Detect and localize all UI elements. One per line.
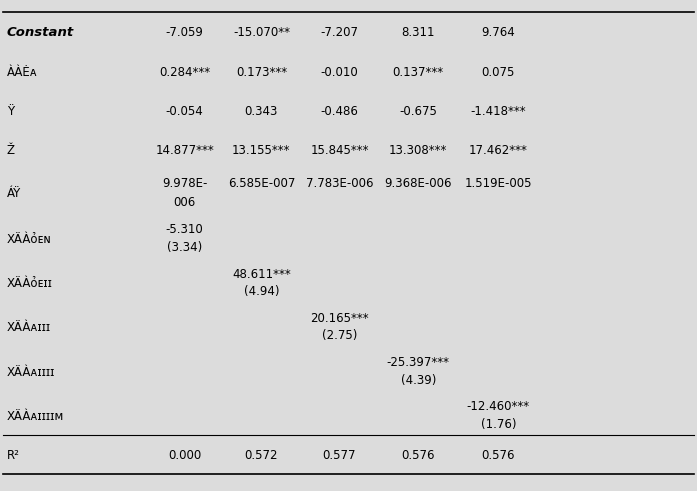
Text: 1.519E-005: 1.519E-005 <box>465 177 532 190</box>
Text: 0.572: 0.572 <box>245 449 278 462</box>
Text: (3.34): (3.34) <box>167 241 202 254</box>
Text: -7.207: -7.207 <box>321 26 358 39</box>
Text: (4.94): (4.94) <box>244 285 279 298</box>
Text: Constant: Constant <box>7 26 74 39</box>
Text: -7.059: -7.059 <box>166 26 204 39</box>
Text: -0.486: -0.486 <box>321 105 358 118</box>
Text: 14.877***: 14.877*** <box>155 144 214 157</box>
Text: -12.460***: -12.460*** <box>467 400 530 413</box>
Text: 13.308***: 13.308*** <box>389 144 447 157</box>
Text: 9.978E-: 9.978E- <box>162 177 208 190</box>
Text: 0.284***: 0.284*** <box>159 66 210 79</box>
Text: XÄÀỏᴇɪɪ: XÄÀỏᴇɪɪ <box>7 277 53 290</box>
Text: -0.675: -0.675 <box>399 105 437 118</box>
Text: 9.764: 9.764 <box>482 26 515 39</box>
Text: 0.075: 0.075 <box>482 66 515 79</box>
Text: 15.845***: 15.845*** <box>310 144 369 157</box>
Text: Ÿ: Ÿ <box>7 105 14 118</box>
Text: XÄÀᴀɪɪɪ: XÄÀᴀɪɪɪ <box>7 322 51 334</box>
Text: 7.783E-006: 7.783E-006 <box>306 177 373 190</box>
Text: (1.76): (1.76) <box>481 418 516 431</box>
Text: -5.310: -5.310 <box>166 223 204 236</box>
Text: ÁŸ: ÁŸ <box>7 188 21 200</box>
Text: 0.000: 0.000 <box>168 449 201 462</box>
Text: R²: R² <box>7 449 20 462</box>
Text: 006: 006 <box>174 196 196 209</box>
Text: -1.418***: -1.418*** <box>470 105 526 118</box>
Text: XÄÀᴀɪɪɪɪ: XÄÀᴀɪɪɪɪ <box>7 366 55 379</box>
Text: 20.165***: 20.165*** <box>310 312 369 325</box>
Text: 48.611***: 48.611*** <box>232 268 291 280</box>
Text: (4.39): (4.39) <box>401 374 436 386</box>
Text: ÀÀĖᴀ: ÀÀĖᴀ <box>7 66 38 79</box>
Text: 0.343: 0.343 <box>245 105 278 118</box>
Text: 0.577: 0.577 <box>323 449 356 462</box>
Text: 9.368E-006: 9.368E-006 <box>385 177 452 190</box>
Text: 0.137***: 0.137*** <box>392 66 444 79</box>
Text: XÄÀᴀɪɪɪɪᴍ: XÄÀᴀɪɪɪɪᴍ <box>7 410 64 423</box>
Text: 0.576: 0.576 <box>482 449 515 462</box>
Text: -0.010: -0.010 <box>321 66 358 79</box>
Text: 13.155***: 13.155*** <box>232 144 291 157</box>
Text: (2.75): (2.75) <box>322 329 357 342</box>
Text: 0.173***: 0.173*** <box>236 66 287 79</box>
Text: -0.054: -0.054 <box>166 105 204 118</box>
Text: 8.311: 8.311 <box>401 26 435 39</box>
Text: Ž: Ž <box>7 144 15 157</box>
Text: -25.397***: -25.397*** <box>387 356 450 369</box>
Text: 17.462***: 17.462*** <box>469 144 528 157</box>
Text: XÄÀỏᴇɴ: XÄÀỏᴇɴ <box>7 233 52 246</box>
Text: 6.585E-007: 6.585E-007 <box>228 177 295 190</box>
Text: 0.576: 0.576 <box>401 449 435 462</box>
Text: -15.070**: -15.070** <box>233 26 290 39</box>
